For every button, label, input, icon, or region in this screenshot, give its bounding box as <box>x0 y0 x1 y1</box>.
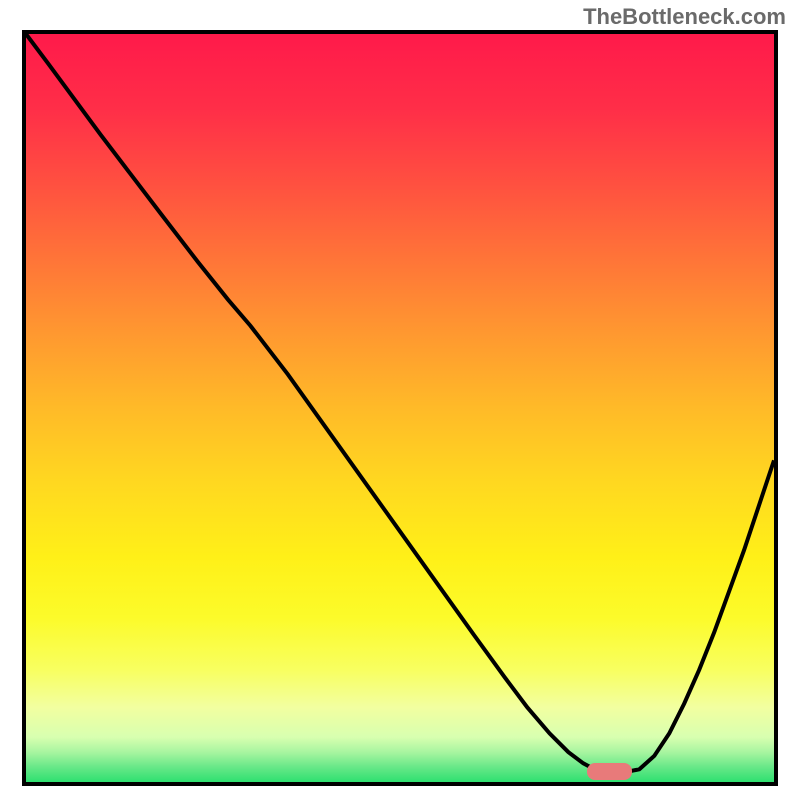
chart-container: TheBottleneck.com <box>0 0 800 800</box>
bottleneck-curve <box>26 34 774 782</box>
watermark-text: TheBottleneck.com <box>583 4 786 30</box>
optimal-marker <box>587 763 632 779</box>
plot-area <box>22 30 778 786</box>
